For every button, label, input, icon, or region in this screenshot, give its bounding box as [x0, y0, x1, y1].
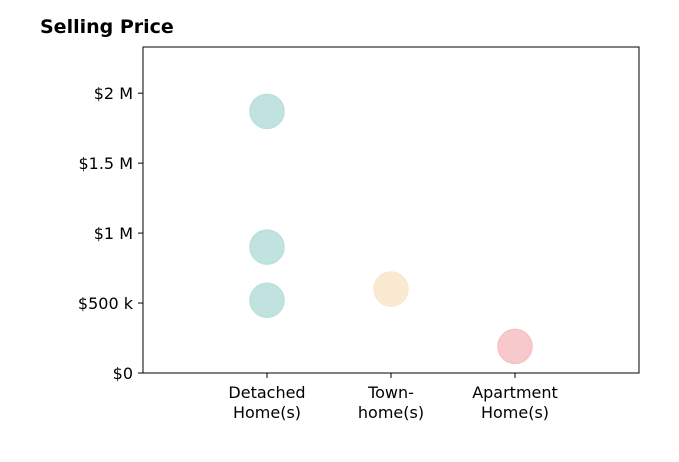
data-point-3: [373, 271, 409, 307]
plot-frame: [142, 46, 640, 374]
data-points: [249, 93, 533, 365]
x-tick-label-1: Town-home(s): [358, 383, 424, 422]
data-point-4: [497, 328, 533, 365]
chart-title: Selling Price: [40, 16, 174, 38]
y-tick-label-4: $2 M: [94, 84, 133, 103]
x-axis: Detached Home(s) Town-home(s) Apartment Home…: [228, 373, 558, 422]
data-point-2: [249, 282, 285, 318]
x-tick-label-0: Detached Home(s): [228, 383, 305, 422]
y-tick-label-1: $500 k: [78, 294, 134, 313]
y-tick-label-0: $0: [113, 364, 133, 383]
x-tick-label-2: Apartment Home(s): [472, 383, 558, 422]
data-point-0: [249, 93, 285, 130]
y-tick-label-3: $1.5 M: [78, 154, 133, 173]
data-point-1: [249, 229, 285, 265]
y-axis: $0 $500 k $1 M $1.5 M $2 M: [78, 84, 143, 383]
y-tick-label-2: $1 M: [94, 224, 133, 243]
